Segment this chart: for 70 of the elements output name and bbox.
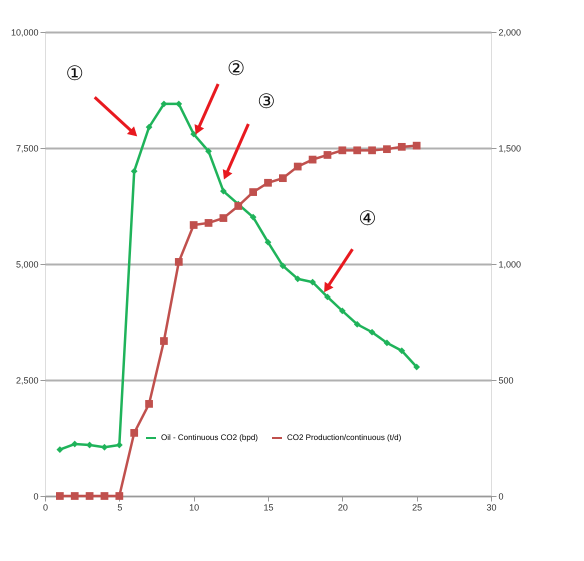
- point: [86, 492, 94, 500]
- point: [250, 214, 256, 220]
- point: [130, 168, 138, 175]
- annotation: ③: [257, 88, 276, 113]
- point: [309, 278, 316, 286]
- point: [160, 100, 168, 108]
- point: [249, 188, 258, 196]
- x-tick-label: 15: [263, 502, 274, 512]
- y-tick-label: 2,500: [16, 376, 38, 386]
- point: [220, 188, 227, 195]
- point: [294, 162, 302, 170]
- point: [338, 308, 346, 314]
- annotation: ②: [227, 56, 246, 80]
- point: [294, 275, 302, 282]
- point: [278, 174, 287, 182]
- point: [116, 442, 123, 448]
- x-tick-label: 10: [189, 502, 200, 512]
- y-tick-label: 0: [33, 492, 38, 502]
- point: [234, 202, 242, 210]
- annotation: ①: [66, 61, 84, 86]
- point: [324, 151, 332, 159]
- x-tick-label: 0: [42, 502, 48, 512]
- y2-tick-label: 500: [498, 376, 514, 386]
- point: [308, 156, 316, 164]
- x-tick-label: 5: [117, 502, 122, 512]
- point: [412, 142, 421, 150]
- point: [190, 130, 198, 138]
- point: [86, 442, 93, 448]
- point: [130, 429, 138, 437]
- point: [70, 492, 79, 500]
- point: [220, 214, 228, 222]
- point: [280, 262, 286, 270]
- y-tick-label: 7,500: [16, 144, 38, 154]
- point: [146, 124, 152, 130]
- y2-tick-label: 2,000: [498, 28, 522, 38]
- x-tick-label: 20: [338, 502, 348, 512]
- point: [413, 364, 420, 370]
- point: [264, 238, 272, 246]
- point: [56, 492, 64, 500]
- point: [383, 145, 391, 154]
- point: [205, 148, 212, 155]
- point: [324, 294, 331, 300]
- point: [100, 492, 108, 500]
- point: [101, 444, 108, 451]
- y2-tick-label: 1,000: [498, 260, 522, 270]
- annotation: ④: [358, 206, 376, 230]
- point: [174, 258, 183, 266]
- point: [338, 146, 346, 154]
- x-tick-label: 25: [412, 502, 422, 512]
- point: [264, 178, 272, 187]
- x-tick-label: 30: [486, 502, 497, 512]
- point: [160, 337, 168, 345]
- point: [354, 320, 361, 328]
- point: [145, 400, 153, 408]
- legend-label: Oil - Continuous CO2 (bpd): [161, 433, 258, 442]
- y-tick-label: 5,000: [16, 260, 38, 270]
- point: [368, 146, 376, 154]
- point: [204, 219, 212, 227]
- point: [398, 142, 406, 151]
- y2-tick-label: 1,500: [498, 144, 522, 154]
- y-tick-label: 10,000: [10, 28, 38, 38]
- point: [353, 146, 362, 154]
- point: [56, 446, 64, 453]
- legend-label: CO2 Production/continuous (t/d): [287, 433, 402, 442]
- y2-tick-label: 0: [498, 492, 504, 502]
- point: [190, 221, 198, 229]
- point: [115, 492, 124, 500]
- point: [368, 328, 376, 336]
- point: [398, 347, 406, 354]
- point: [384, 340, 390, 346]
